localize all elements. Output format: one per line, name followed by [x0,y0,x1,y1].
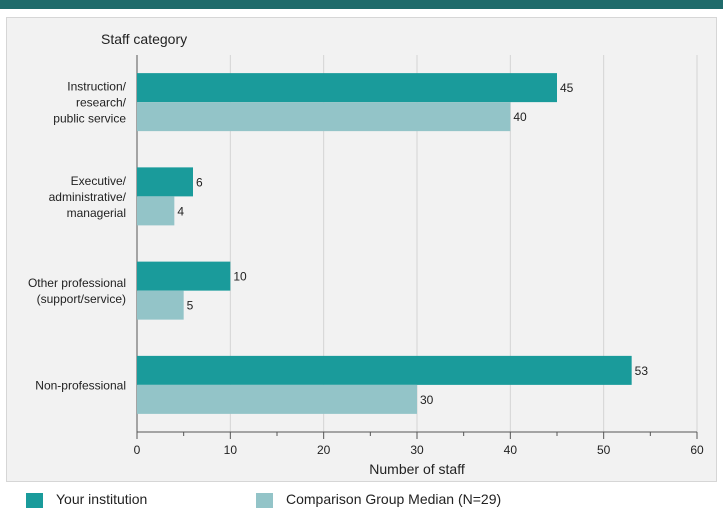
category-label: Non-professional [35,378,126,392]
legend-label-comparison-median: Comparison Group Median (N=29) [286,491,502,507]
data-label: 30 [420,393,434,407]
data-label: 53 [635,364,649,378]
x-tick-label: 0 [134,443,141,457]
x-tick-label: 50 [597,443,611,457]
bar-comparison-median [137,196,175,226]
x-tick-label: 30 [410,443,424,457]
x-tick-label: 20 [317,443,331,457]
bar-comparison-median [137,102,511,132]
x-axis-title: Number of staff [369,461,465,477]
data-label: 45 [560,81,574,95]
bar-comparison-median [137,290,184,320]
category-label: (support/service) [37,292,126,306]
bar-your-institution [137,355,632,385]
x-tick-label: 10 [224,443,238,457]
category-label: Other professional [28,276,126,290]
data-label: 5 [187,299,194,313]
header-bar [0,0,723,9]
bar-your-institution [137,261,231,291]
category-label: Instruction/ [67,80,126,94]
data-label: 40 [513,110,527,124]
category-label: Executive/ [71,174,127,188]
category-label: administrative/ [49,190,127,204]
legend-swatch-your-institution [26,493,43,508]
legend-swatch-comparison-median [256,493,273,508]
data-label: 4 [177,204,184,218]
bar-comparison-median [137,384,417,414]
y-axis-title: Staff category [101,31,187,47]
bar-your-institution [137,167,193,197]
legend-label-your-institution: Your institution [56,491,148,507]
x-tick-label: 40 [504,443,518,457]
x-tick-label: 60 [690,443,704,457]
category-label: public service [53,112,126,126]
category-label: managerial [67,206,126,220]
category-label: research/ [76,96,127,110]
data-label: 10 [233,270,247,284]
data-label: 6 [196,175,203,189]
bar-your-institution [137,73,557,103]
